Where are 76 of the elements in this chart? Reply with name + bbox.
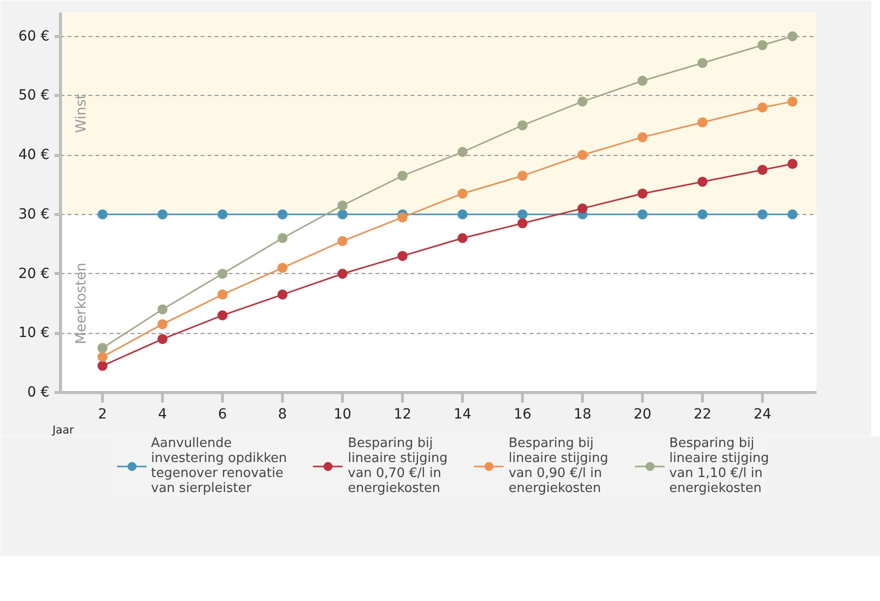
x-tick-label: 2 (98, 406, 107, 422)
point (458, 233, 468, 244)
band-label: Winst (74, 93, 90, 133)
point (638, 188, 648, 199)
point (698, 209, 708, 220)
x-tick-label: 18 (574, 406, 592, 422)
point (278, 209, 288, 220)
x-tick-label: 4 (158, 406, 168, 422)
y-tick-label: 10 € (18, 325, 50, 342)
point (278, 233, 288, 244)
point (788, 96, 798, 107)
point (458, 188, 468, 199)
point (218, 268, 228, 279)
y-tick-label: 60 € (18, 28, 50, 44)
legend-label: Besparing bij lineaire stijging van 0,90 €/l in energiekosten (508, 436, 608, 496)
point (278, 262, 288, 273)
y-tick-label: 50 € (18, 88, 50, 104)
point (338, 268, 348, 279)
x-tick-label: 8 (278, 406, 287, 422)
point (578, 150, 588, 160)
y-tick-label: 30 € (18, 206, 50, 222)
x-tick-label: 6 (218, 406, 228, 422)
point (758, 164, 768, 175)
point (218, 310, 228, 320)
point (758, 209, 768, 220)
point (398, 212, 408, 222)
point (338, 200, 348, 210)
point (518, 218, 528, 228)
point (638, 76, 648, 86)
point (788, 31, 798, 42)
x-tick-label: 14 (454, 406, 472, 422)
point (578, 203, 588, 214)
point (758, 40, 768, 50)
legend-label: Besparing bij lineaire stijging van 1,10 €/l in energiekosten (669, 436, 769, 496)
x-tick-label: 24 (754, 406, 772, 422)
y-tick-label: 40 € (18, 147, 50, 163)
point (218, 290, 228, 300)
x-tick-label: 16 (514, 406, 532, 422)
x-tick-label: 12 (394, 406, 412, 422)
legend-label: Besparing bij lineaire stijging van 0,70 €/l in energiekosten (348, 436, 448, 496)
point (98, 352, 108, 362)
y-tick-label: 20 € (18, 266, 50, 282)
point (278, 290, 288, 300)
point (788, 158, 798, 169)
point (398, 170, 408, 181)
point (158, 319, 168, 330)
point (98, 342, 108, 353)
x-axis-title: Jaar (52, 424, 74, 436)
point (458, 209, 468, 220)
point (158, 304, 168, 314)
point (398, 250, 408, 261)
point (758, 102, 768, 112)
point (518, 120, 528, 130)
point (518, 209, 528, 220)
point (158, 334, 168, 344)
point (458, 147, 468, 158)
point (518, 170, 528, 181)
point (698, 117, 708, 128)
legend-label: Aanvullende investering opdikken tegenover renovatie van sierpleister (151, 436, 287, 496)
band-label: Meerkosten (74, 262, 90, 344)
x-tick-label: 20 (634, 406, 652, 422)
point (98, 360, 108, 371)
point (338, 209, 348, 220)
point (698, 176, 708, 187)
point (98, 209, 108, 220)
point (788, 209, 798, 220)
y-tick-label: 0 € (27, 384, 50, 400)
point (638, 132, 648, 142)
point (578, 96, 588, 107)
point (158, 209, 168, 220)
point (338, 236, 348, 246)
point (638, 209, 648, 220)
point (218, 209, 228, 220)
x-tick-label: 10 (334, 406, 352, 422)
point (698, 58, 708, 68)
x-tick-label: 22 (694, 406, 712, 422)
